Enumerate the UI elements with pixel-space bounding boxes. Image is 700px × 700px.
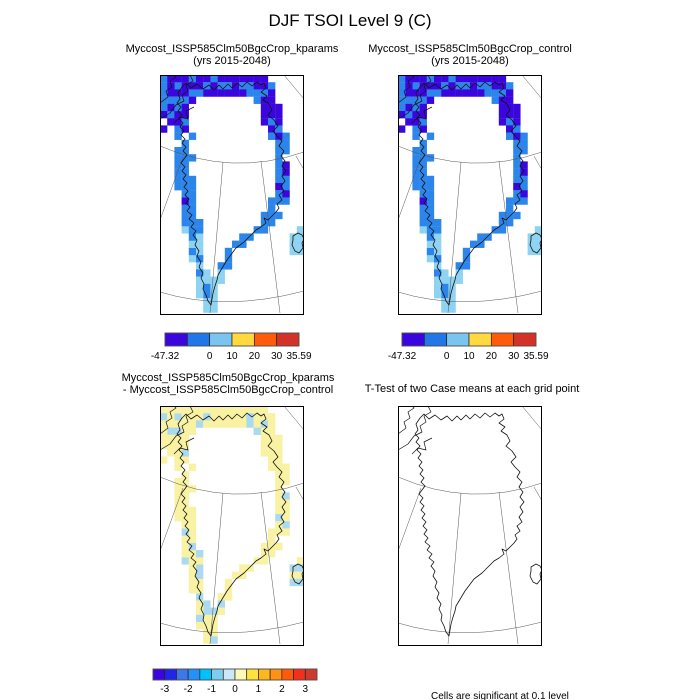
svg-text:-2: -2 [184, 684, 193, 695]
map-ttest [398, 406, 542, 646]
svg-text:2: 2 [279, 684, 285, 695]
significance-note: Cells are significant at 0.1 level [431, 691, 569, 700]
panel-title-control-line1: Myccost_ISSP585Clm50BgcCrop_control [368, 43, 572, 55]
panel-title-kparams-line2: (yrs 2015-2048) [193, 54, 271, 67]
svg-text:35.59: 35.59 [286, 351, 311, 362]
colorbar-mean-control: -47.32 0 10 20 30 35.59 [388, 332, 549, 362]
panel-title-ttest-line1: T-Test of two Case means at each grid po… [364, 383, 580, 395]
svg-text:20: 20 [486, 351, 498, 362]
panel-title-kparams-line1: Myccost_ISSP585Clm50BgcCrop_kparams [125, 43, 339, 55]
svg-text:0: 0 [232, 684, 238, 695]
svg-text:0: 0 [207, 351, 213, 362]
svg-text:10: 10 [463, 351, 475, 362]
svg-text:0: 0 [444, 351, 450, 362]
svg-text:-1: -1 [207, 684, 216, 695]
map-kparams [160, 75, 304, 315]
colorbar-mean-kparams: -47.32 0 10 20 30 35.59 [151, 332, 312, 362]
svg-text:-47.32: -47.32 [388, 351, 417, 362]
svg-text:-47.32: -47.32 [151, 351, 180, 362]
panel-title-diff-line2: - Myccost_ISSP585Clm50BgcCrop_control [122, 383, 334, 396]
map-diff [160, 406, 304, 646]
figure-title: DJF TSOI Level 9 (C) [268, 11, 432, 30]
svg-text:35.59: 35.59 [523, 351, 548, 362]
panel-title-control-line2: (yrs 2015-2048) [431, 54, 509, 67]
svg-text:-3: -3 [160, 684, 169, 695]
colorbar-diff: -3 -2 -1 0 1 2 3 [152, 668, 318, 695]
panel-title-diff-line1: Myccost_ISSP585Clm50BgcCrop_kparams [121, 372, 335, 384]
panel-title-ttest: T-Test of two Case means at each grid po… [342, 383, 602, 396]
svg-text:10: 10 [226, 351, 238, 362]
map-control [398, 75, 542, 315]
panel-title-control: Myccost_ISSP585Clm50BgcCrop_control (yrs… [350, 43, 590, 67]
svg-text:1: 1 [256, 684, 262, 695]
panel-title-diff: Myccost_ISSP585Clm50BgcCrop_kparams - My… [108, 372, 348, 396]
panel-title-kparams: Myccost_ISSP585Clm50BgcCrop_kparams (yrs… [112, 43, 352, 67]
svg-text:30: 30 [508, 351, 520, 362]
svg-text:30: 30 [271, 351, 283, 362]
svg-text:20: 20 [249, 351, 261, 362]
svg-text:3: 3 [303, 684, 309, 695]
